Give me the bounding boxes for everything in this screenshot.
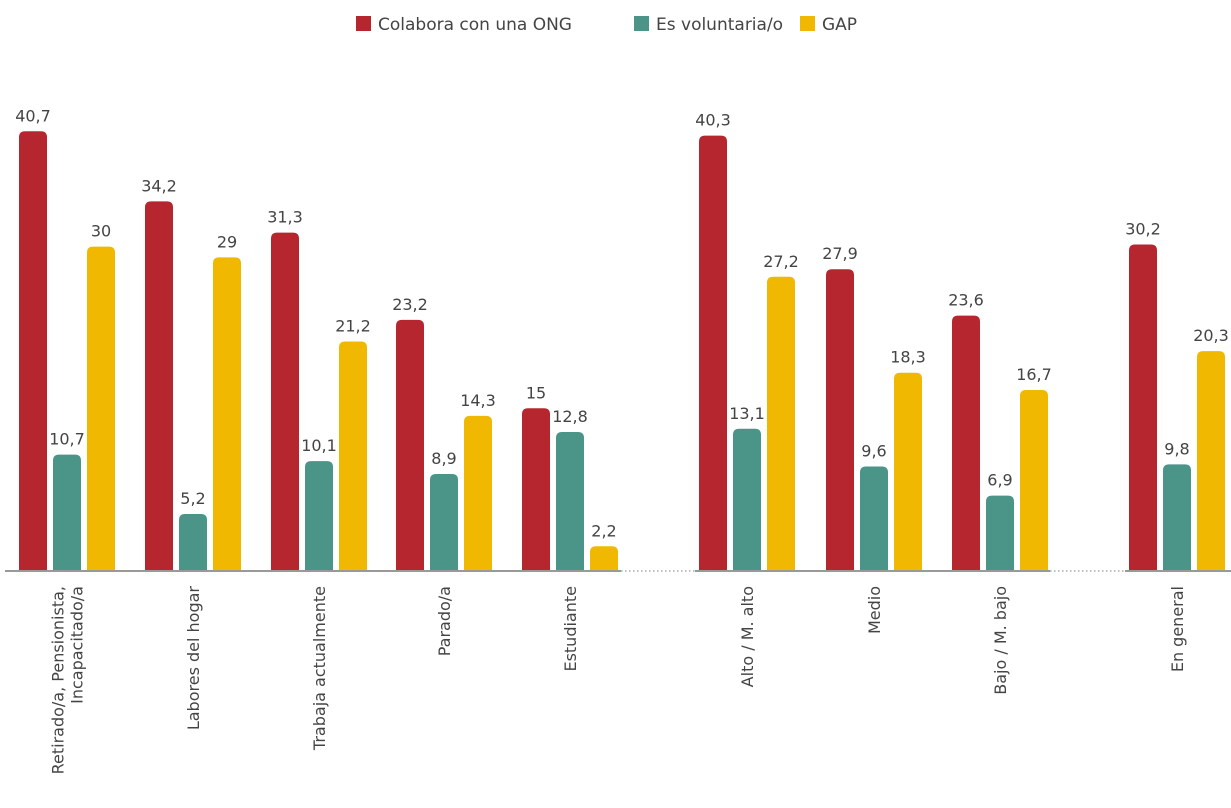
bar-gap-trabaja-actualmente (339, 341, 367, 570)
bar-colabora-con-una-ong-trabaja-actualmente (271, 232, 299, 570)
bar-colabora-con-una-ong-bajo-m-bajo (952, 315, 980, 570)
value-label-es-voluntaria-o-medio: 9,6 (861, 442, 886, 461)
bar-es-voluntaria-o-parado-a (430, 474, 458, 570)
value-label-colabora-con-una-ong-en-general: 30,2 (1125, 219, 1161, 238)
category-label-parado-a: Parado/a (435, 586, 454, 656)
category-label-alto-m-alto: Alto / M. alto (738, 586, 757, 687)
category-labels: Retirado/a, Pensionista, Incapacitado/a La… (49, 586, 1188, 775)
value-label-gap-labores-del-hogar: 29 (217, 232, 237, 251)
value-label-es-voluntaria-o-en-general: 9,8 (1164, 439, 1189, 458)
bar-gap-bajo-m-bajo (1020, 389, 1048, 570)
bar-gap-labores-del-hogar (213, 257, 241, 570)
value-label-es-voluntaria-o-parado-a: 8,9 (431, 449, 456, 468)
bar-gap-retirado-a-pensionista-incapacitado-a (87, 246, 115, 570)
bar-gap-en-general (1197, 351, 1225, 570)
bar-gap-alto-m-alto (767, 276, 795, 570)
value-label-es-voluntaria-o-trabaja-actualmente: 10,1 (301, 436, 337, 455)
value-label-es-voluntaria-o-retirado-a-pensionista-incapacitado-a: 10,7 (49, 430, 85, 449)
bar-gap-medio (894, 372, 922, 570)
bar-colabora-con-una-ong-medio (826, 269, 854, 570)
value-label-es-voluntaria-o-bajo-m-bajo: 6,9 (987, 471, 1012, 490)
category-label-line: Labores del hogar (184, 586, 203, 731)
category-label-line: En general (1168, 586, 1187, 672)
category-label-line: Bajo / M. bajo (991, 586, 1010, 695)
bar-es-voluntaria-o-labores-del-hogar (179, 513, 207, 570)
category-label-line: Incapacitado/a (68, 586, 87, 704)
value-label-colabora-con-una-ong-medio: 27,9 (822, 244, 858, 263)
bar-es-voluntaria-o-retirado-a-pensionista-incapacitado-a (53, 454, 81, 570)
bar-colabora-con-una-ong-parado-a (396, 319, 424, 570)
legend-label-gap: GAP (822, 15, 857, 35)
bars (19, 131, 1225, 571)
bar-gap-parado-a (464, 415, 492, 570)
category-label-line: Retirado/a, Pensionista, (49, 586, 68, 774)
value-label-gap-medio: 18,3 (890, 348, 926, 367)
legend-swatch-gap (800, 16, 815, 31)
category-label-line: Medio (865, 586, 884, 634)
category-label-trabaja-actualmente: Trabaja actualmente (310, 586, 329, 751)
category-label-labores-del-hogar: Labores del hogar (184, 586, 203, 731)
value-label-gap-estudiante: 2,2 (591, 521, 616, 540)
category-label-medio: Medio (865, 586, 884, 634)
bar-es-voluntaria-o-medio (860, 466, 888, 570)
legend-swatch-es-voluntaria-o (634, 16, 649, 31)
legend-label-es-voluntaria-o: Es voluntaria/o (656, 15, 783, 35)
category-label-line: Alto / M. alto (738, 586, 757, 687)
value-label-gap-bajo-m-bajo: 16,7 (1016, 365, 1052, 384)
value-label-es-voluntaria-o-alto-m-alto: 13,1 (729, 404, 765, 423)
category-label-estudiante: Estudiante (561, 586, 580, 672)
category-label-en-general: En general (1168, 586, 1187, 672)
legend-label-colabora-con-una-ong: Colabora con una ONG (378, 15, 572, 35)
bar-es-voluntaria-o-alto-m-alto (733, 428, 761, 570)
bar-colabora-con-una-ong-retirado-a-pensionista-incapacitado-a (19, 131, 47, 570)
bar-es-voluntaria-o-bajo-m-bajo (986, 495, 1014, 570)
value-label-gap-retirado-a-pensionista-incapacitado-a: 30 (91, 222, 111, 241)
value-label-colabora-con-una-ong-bajo-m-bajo: 23,6 (948, 291, 984, 310)
bar-gap-estudiante (590, 546, 618, 570)
value-label-es-voluntaria-o-labores-del-hogar: 5,2 (180, 489, 205, 508)
bar-colabora-con-una-ong-en-general (1129, 244, 1157, 570)
bar-es-voluntaria-o-trabaja-actualmente (305, 461, 333, 570)
category-label-bajo-m-bajo: Bajo / M. bajo (991, 586, 1010, 695)
value-label-colabora-con-una-ong-labores-del-hogar: 34,2 (141, 176, 177, 195)
category-label-retirado-a-pensionista-incapacitado-a: Retirado/a, Pensionista, Incapacitado/a (49, 586, 87, 774)
value-label-colabora-con-una-ong-estudiante: 15 (526, 383, 546, 402)
value-label-colabora-con-una-ong-parado-a: 23,2 (392, 295, 428, 314)
value-label-gap-alto-m-alto: 27,2 (763, 252, 799, 271)
bar-colabora-con-una-ong-labores-del-hogar (145, 201, 173, 570)
value-label-colabora-con-una-ong-alto-m-alto: 40,3 (695, 111, 731, 130)
category-label-line: Trabaja actualmente (310, 586, 329, 751)
legend: Colabora con una ONG Es voluntaria/o GAP (356, 15, 857, 35)
bar-es-voluntaria-o-en-general (1163, 464, 1191, 570)
bar-colabora-con-una-ong-estudiante (522, 408, 550, 570)
legend-swatch-colabora-con-una-ong (356, 16, 371, 31)
value-label-es-voluntaria-o-estudiante: 12,8 (552, 407, 588, 426)
value-label-colabora-con-una-ong-retirado-a-pensionista-incapacitado-a: 40,7 (15, 106, 51, 125)
bar-colabora-con-una-ong-alto-m-alto (699, 135, 727, 571)
value-label-colabora-con-una-ong-trabaja-actualmente: 31,3 (267, 208, 303, 227)
bar-es-voluntaria-o-estudiante (556, 432, 584, 570)
category-label-line: Estudiante (561, 586, 580, 672)
value-label-gap-parado-a: 14,3 (460, 391, 496, 410)
value-labels: 40,7 10,7 30 34,2 5,2 29 31,3 10,1 21,2 23,2 8,9 14… (15, 106, 1229, 540)
value-label-gap-trabaja-actualmente: 21,2 (335, 316, 371, 335)
category-label-line: Parado/a (435, 586, 454, 656)
value-label-gap-en-general: 20,3 (1193, 326, 1229, 345)
